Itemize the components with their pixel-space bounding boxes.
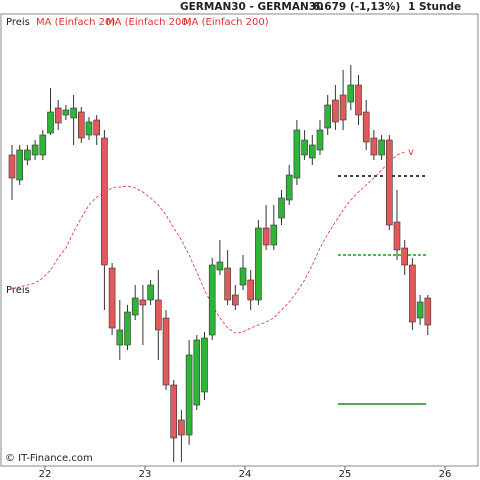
candle-body [301, 139, 308, 156]
plot-frame [0, 13, 479, 467]
candle-body [78, 111, 85, 139]
candle-body [101, 137, 108, 266]
candle-body [224, 267, 231, 301]
candle-body [355, 84, 362, 116]
candle-body [155, 299, 162, 331]
legend-ma20: MA (Einfach 20) [36, 17, 115, 28]
candle-body [362, 111, 370, 143]
candle-body [178, 419, 185, 436]
axis-label: Preis [6, 285, 30, 296]
candle-body [47, 111, 54, 134]
chart-title: GERMAN30 - GERMAN30 [180, 1, 323, 13]
candle-body [255, 227, 262, 301]
candle-body [332, 99, 339, 123]
candle-body [339, 94, 347, 121]
x-tick-label: 24 [239, 469, 252, 480]
candle-body [31, 144, 39, 156]
x-tick-label: 26 [439, 469, 452, 480]
candle-body [139, 299, 147, 306]
candle-body [378, 139, 385, 156]
candle-body [409, 264, 416, 323]
x-tick-label: 22 [39, 469, 52, 480]
candle-body [62, 109, 70, 116]
candle-body [116, 329, 124, 346]
candle-body [416, 301, 424, 319]
candle-body [247, 279, 254, 301]
candle-body [401, 247, 409, 266]
legend-ma200: MA (Einfach 200) [106, 17, 192, 28]
candle-body [24, 149, 31, 161]
candle-body [285, 174, 293, 201]
interval: 1 Stunde [408, 1, 461, 13]
candle-body [39, 134, 47, 156]
candle-body [208, 264, 216, 336]
candle-body [293, 129, 301, 179]
candle-body [216, 261, 224, 271]
candle-body [193, 339, 201, 406]
candle-body [270, 224, 278, 246]
candle-body [70, 107, 77, 119]
candle-body [316, 129, 324, 151]
legend-price: Preis [6, 17, 30, 28]
candle-body [278, 197, 285, 219]
last-price: 6.679 (-1,13%) [313, 1, 400, 13]
ma-line [11, 151, 405, 334]
candle-body [108, 267, 116, 329]
candle-body [385, 139, 393, 226]
candle-body [85, 121, 93, 136]
candle-body [8, 154, 16, 179]
candle-body [147, 284, 154, 301]
x-tick-label: 23 [139, 469, 152, 480]
candle-body [16, 149, 24, 181]
legend-ma200: MA (Einfach 200) [183, 17, 269, 28]
candle-body [162, 317, 170, 386]
candle-body [262, 227, 270, 246]
annotation: v [408, 147, 414, 158]
candle-body [124, 311, 131, 346]
candle-body [185, 354, 193, 436]
candle-body [393, 221, 401, 251]
candle-body [308, 144, 316, 159]
candle-body [347, 84, 355, 103]
candle-body [324, 104, 332, 129]
candle-body [424, 297, 432, 326]
candle-body [201, 337, 208, 393]
footer: © IT-Finance.com [5, 453, 93, 464]
candle-body [170, 384, 177, 439]
candle-body [93, 119, 100, 136]
candle-body [239, 267, 247, 286]
candle-body [131, 297, 139, 316]
candle-body [370, 137, 378, 156]
candle-body [54, 107, 62, 124]
x-tick-label: 25 [339, 469, 352, 480]
candle-body [232, 294, 239, 306]
